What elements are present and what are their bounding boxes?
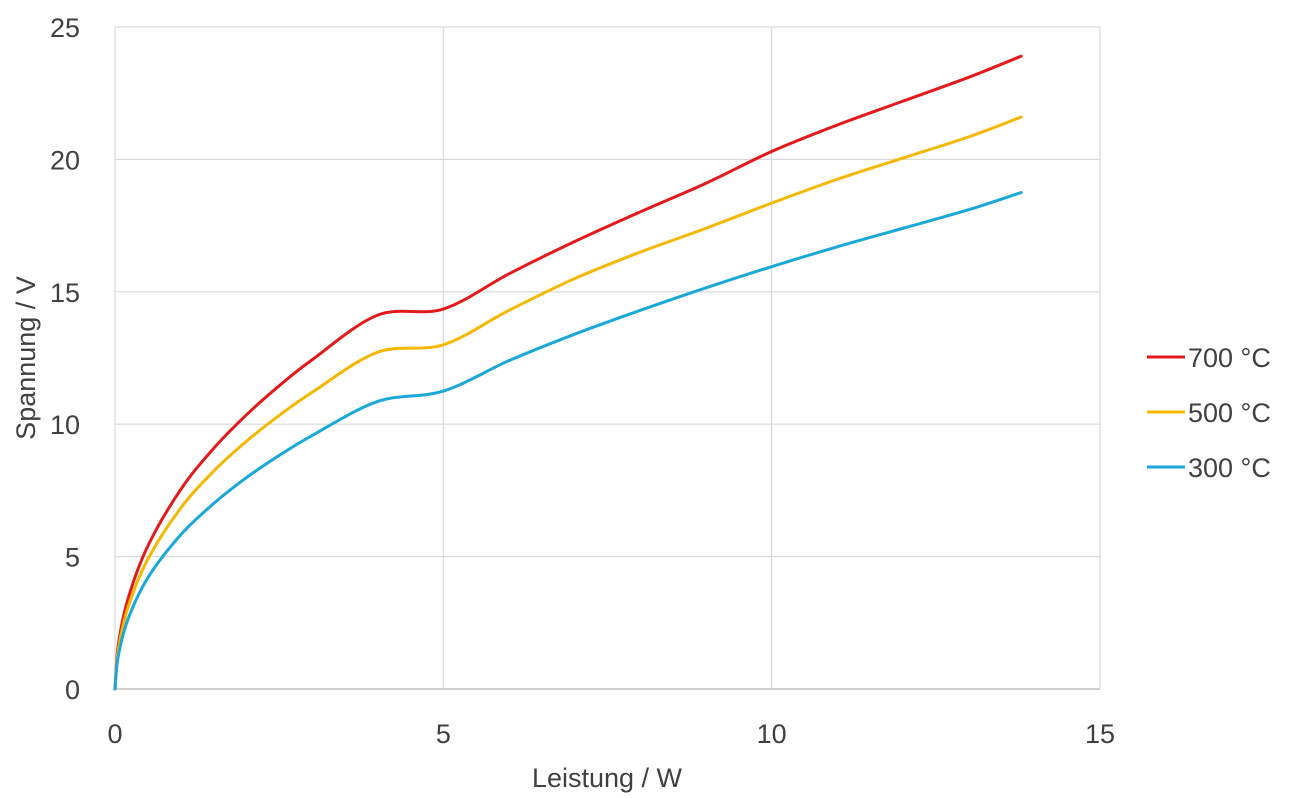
series-line bbox=[113, 191, 1023, 691]
x-tick-label: 15 bbox=[1085, 719, 1115, 749]
legend-label: 500 °C bbox=[1188, 398, 1271, 428]
legend: 700 °C 500 °C 300 °C bbox=[1147, 343, 1271, 483]
x-tick-labels: 0 5 10 15 bbox=[107, 719, 1115, 749]
y-tick-label: 5 bbox=[65, 543, 80, 573]
legend-label: 700 °C bbox=[1188, 343, 1271, 373]
x-tick-label: 5 bbox=[436, 719, 451, 749]
series-line bbox=[113, 54, 1023, 691]
y-tick-label: 0 bbox=[65, 675, 80, 705]
y-tick-label: 25 bbox=[50, 13, 80, 43]
y-axis-title: Spannung / V bbox=[11, 276, 41, 440]
y-tick-label: 20 bbox=[50, 145, 80, 175]
series-lines bbox=[113, 54, 1023, 691]
x-tick-label: 10 bbox=[757, 719, 787, 749]
grid-lines bbox=[114, 26, 1101, 690]
y-tick-label: 15 bbox=[50, 278, 80, 308]
x-tick-label: 0 bbox=[107, 719, 122, 749]
y-tick-label: 10 bbox=[50, 410, 80, 440]
y-tick-labels: 0 5 10 15 20 25 bbox=[50, 13, 80, 705]
legend-label: 300 °C bbox=[1188, 453, 1271, 483]
x-axis-title: Leistung / W bbox=[532, 763, 683, 793]
series-line bbox=[113, 115, 1023, 691]
